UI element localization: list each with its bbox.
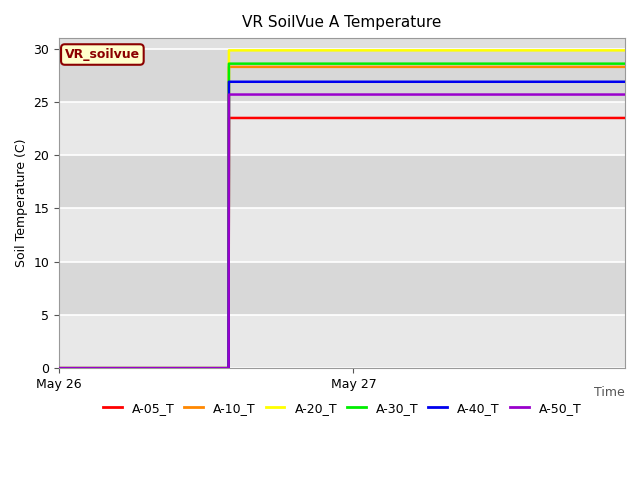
- A-30_T: [55, 365, 63, 371]
- Line: A-10_T: A-10_T: [59, 67, 625, 368]
- Line: A-50_T: A-50_T: [59, 95, 625, 368]
- Bar: [59, 155, 625, 208]
- Text: VR_soilvue: VR_soilvue: [65, 48, 140, 61]
- A-30_T: [225, 61, 233, 67]
- A-05_T: [225, 115, 233, 121]
- A-20_T: [225, 48, 233, 53]
- A-05_T: [55, 365, 63, 371]
- A-40_T: [225, 79, 233, 84]
- Line: A-30_T: A-30_T: [59, 64, 625, 368]
- A-40_T: [621, 79, 629, 84]
- Bar: [59, 49, 625, 102]
- A-50_T: [225, 92, 233, 97]
- A-10_T: [225, 365, 232, 371]
- Line: A-20_T: A-20_T: [59, 50, 625, 368]
- A-20_T: [55, 365, 63, 371]
- Bar: [59, 208, 625, 262]
- A-20_T: [621, 48, 629, 53]
- Title: VR SoilVue A Temperature: VR SoilVue A Temperature: [243, 15, 442, 30]
- Bar: [59, 102, 625, 155]
- A-20_T: [225, 365, 232, 371]
- A-30_T: [621, 61, 629, 67]
- A-10_T: [55, 365, 63, 371]
- A-05_T: [225, 365, 232, 371]
- A-10_T: [225, 64, 233, 70]
- A-30_T: [225, 365, 232, 371]
- A-40_T: [225, 365, 232, 371]
- Line: A-05_T: A-05_T: [59, 118, 625, 368]
- Y-axis label: Soil Temperature (C): Soil Temperature (C): [15, 139, 28, 267]
- Line: A-40_T: A-40_T: [59, 82, 625, 368]
- Bar: [59, 262, 625, 315]
- Text: Time: Time: [595, 386, 625, 399]
- A-10_T: [621, 64, 629, 70]
- A-05_T: [621, 115, 629, 121]
- A-50_T: [55, 365, 63, 371]
- Legend: A-05_T, A-10_T, A-20_T, A-30_T, A-40_T, A-50_T: A-05_T, A-10_T, A-20_T, A-30_T, A-40_T, …: [98, 396, 586, 420]
- A-50_T: [621, 92, 629, 97]
- A-50_T: [225, 365, 232, 371]
- A-40_T: [55, 365, 63, 371]
- Bar: [59, 315, 625, 368]
